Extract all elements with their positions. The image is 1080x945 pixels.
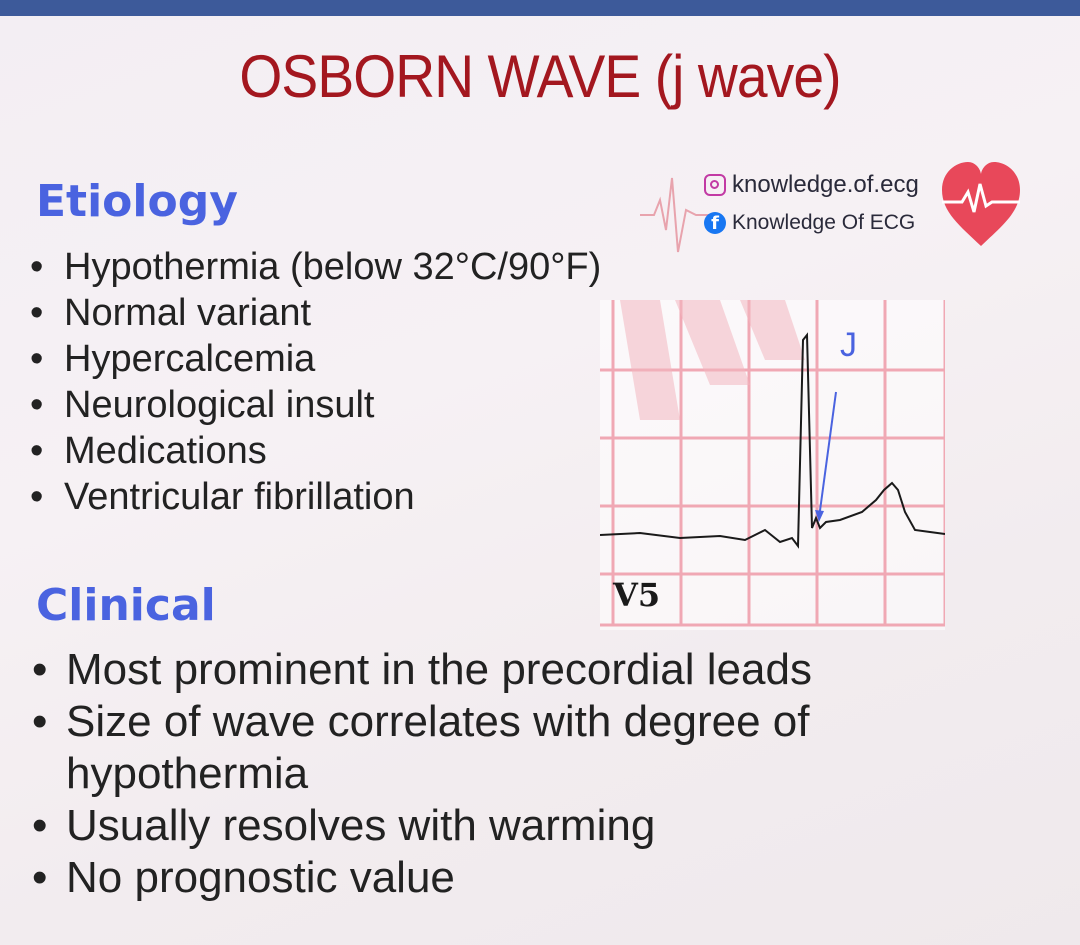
facebook-handle[interactable]: f Knowledge Of ECG xyxy=(704,211,915,235)
list-item: Neurological insult xyxy=(30,382,601,428)
ecg-strip xyxy=(600,300,945,630)
facebook-icon: f xyxy=(704,212,726,234)
list-item: Hypercalcemia xyxy=(30,336,601,382)
social-handles: knowledge.of.ecg f Knowledge Of ECG xyxy=(640,165,1040,255)
list-item: Usually resolves with warming xyxy=(32,800,952,852)
j-arrow xyxy=(818,391,837,519)
list-item: Most prominent in the precordial leads xyxy=(32,644,952,696)
list-item: No prognostic value xyxy=(32,852,952,904)
facebook-label: Knowledge Of ECG xyxy=(732,211,916,234)
etiology-heading: Etiology xyxy=(36,176,238,227)
list-item: Ventricular fibrillation xyxy=(30,474,601,520)
heart-icon xyxy=(942,162,1020,246)
pulse-line-icon xyxy=(640,177,710,253)
instagram-label: knowledge.of.ecg xyxy=(732,171,919,198)
list-item: Normal variant xyxy=(30,290,601,336)
clinical-list: Most prominent in the precordial leads S… xyxy=(32,644,952,904)
lead-label: V5 xyxy=(613,576,661,614)
etiology-list: Hypothermia (below 32°C/90°F) Normal var… xyxy=(30,244,601,520)
j-arrow-head xyxy=(815,510,824,522)
clinical-heading: Clinical xyxy=(36,580,216,631)
j-annotation: J xyxy=(840,326,857,364)
ecg-shading xyxy=(620,300,805,420)
top-bar xyxy=(0,0,1080,16)
page-title: OSBORN WAVE (j wave) xyxy=(239,43,841,110)
ecg-grid xyxy=(600,300,945,627)
list-item: Size of wave correlates with degree of h… xyxy=(32,696,952,800)
list-item: Hypothermia (below 32°C/90°F) xyxy=(30,244,601,290)
instagram-handle[interactable]: knowledge.of.ecg xyxy=(704,171,919,199)
instagram-icon xyxy=(704,174,726,196)
list-item: Medications xyxy=(30,428,601,474)
ecg-trace xyxy=(600,332,945,549)
